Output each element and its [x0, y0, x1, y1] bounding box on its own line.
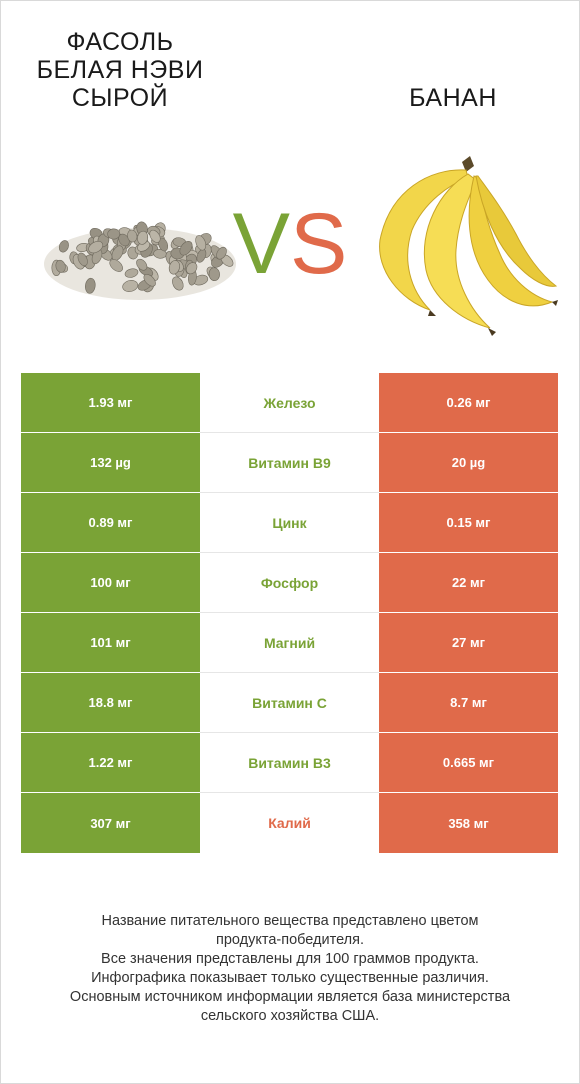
table-row: 132 µg Витамин B9 20 µg	[21, 433, 558, 493]
beans-image	[44, 221, 236, 300]
left-value: 1.93 мг	[21, 373, 200, 433]
nutrient-name: Железо	[200, 373, 379, 433]
table-row: 0.89 мг Цинк 0.15 мг	[21, 493, 558, 553]
nutrient-name: Витамин B3	[200, 733, 379, 793]
table-row: 1.22 мг Витамин B3 0.665 мг	[21, 733, 558, 793]
left-product-title: Фасоль белая нэви сырой	[36, 28, 204, 112]
left-value: 18.8 мг	[21, 673, 200, 733]
right-product-title: Банан	[409, 84, 497, 112]
footer-line: сельского хозяйства США.	[200, 1008, 380, 1024]
left-value: 307 мг	[21, 793, 200, 853]
left-value: 1.22 мг	[21, 733, 200, 793]
right-value: 22 мг	[379, 553, 558, 613]
right-value: 8.7 мг	[379, 673, 558, 733]
vs-s-letter: S	[290, 196, 348, 292]
nutrient-name: Калий	[200, 793, 379, 853]
footer-notes: Название питательного вещества представл…	[20, 912, 560, 1026]
left-value: 101 мг	[21, 613, 200, 673]
nutrient-name: Витамин B9	[200, 433, 379, 493]
table-row: 100 мг Фосфор 22 мг	[21, 553, 558, 613]
right-value: 20 µg	[379, 433, 558, 493]
table-row: 307 мг Калий 358 мг	[21, 793, 558, 853]
comparison-table: 1.93 мг Железо 0.26 мг 132 µg Витамин B9…	[21, 373, 558, 853]
left-value: 0.89 мг	[21, 493, 200, 553]
footer-line: Основным источником информации является …	[69, 989, 511, 1005]
table-row: 101 мг Магний 27 мг	[21, 613, 558, 673]
right-value: 0.15 мг	[379, 493, 558, 553]
vs-label: VS	[228, 196, 352, 292]
footer-line: продукта-победителя.	[215, 932, 365, 948]
left-value: 132 µg	[21, 433, 200, 493]
vs-v-letter: V	[232, 196, 290, 292]
nutrient-name: Цинк	[200, 493, 379, 553]
footer-line: Инфографика показывает только существенн…	[91, 970, 489, 986]
right-value: 358 мг	[379, 793, 558, 853]
nutrient-name: Магний	[200, 613, 379, 673]
footer-line: Все значения представлены для 100 граммо…	[101, 951, 479, 967]
nutrient-name: Витамин C	[200, 673, 379, 733]
footer-line: Название питательного вещества представл…	[101, 913, 479, 929]
table-row: 18.8 мг Витамин C 8.7 мг	[21, 673, 558, 733]
left-value: 100 мг	[21, 553, 200, 613]
banana-image	[379, 156, 558, 336]
right-value: 27 мг	[379, 613, 558, 673]
nutrient-name: Фосфор	[200, 553, 379, 613]
table-row: 1.93 мг Железо 0.26 мг	[21, 373, 558, 433]
right-value: 0.26 мг	[379, 373, 558, 433]
right-value: 0.665 мг	[379, 733, 558, 793]
